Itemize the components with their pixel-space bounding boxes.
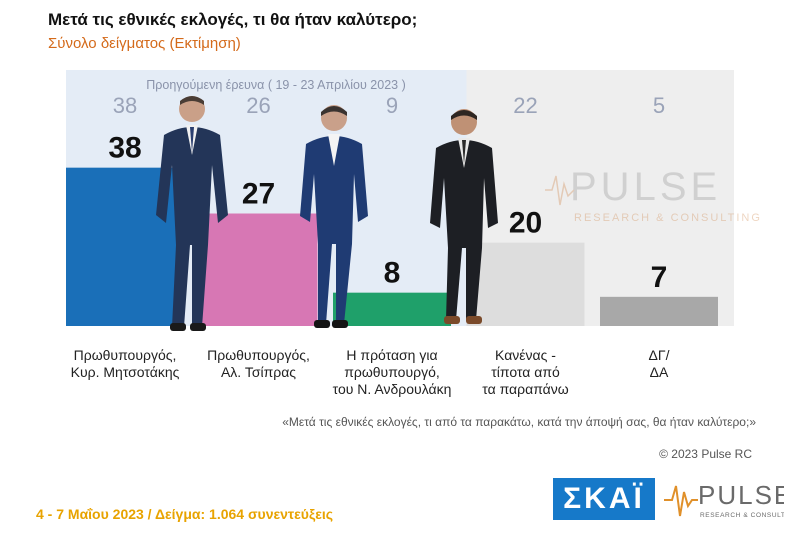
category-label: Κανένας - τίποτα από τα παραπάνω [461,347,591,398]
watermark-pulse-line-icon [545,175,575,206]
category-label-line: πρωθυπουργό, [344,364,440,380]
category-label-line: ΔΑ [649,364,669,380]
category-label-line: Κυρ. Μητσοτάκης [70,364,180,380]
previous-value-label: 26 [246,93,270,118]
category-label-line: Πρωθυπουργός, [207,347,310,363]
category-label-line: Αλ. Τσίπρας [220,364,297,380]
pulse-watermark: PULSE RESEARCH & CONSULTING [545,165,762,224]
category-label-line: ΔΓ/ [648,347,670,363]
pulse-line-icon [664,485,698,517]
survey-question: «Μετά τις εθνικές εκλογές, τι από τα παρ… [282,415,756,429]
chart-subtitle: Σύνολο δείγματος (Εκτίμηση) [48,35,241,52]
watermark-tagline: RESEARCH & CONSULTING [574,212,762,224]
watermark-pulse-text: PULSE [570,165,721,209]
category-label-line: του Ν. Ανδρουλάκη [332,381,452,397]
pulse-logo-tagline: RESEARCH & CONSULTING [700,512,784,519]
category-label: Πρωθυπουργός, Κυρ. Μητσοτάκης [60,347,190,381]
politician-figures [156,96,498,331]
category-label-line: τα παραπάνω [482,381,569,397]
person-figure-icon [300,105,368,328]
category-label-line: τίποτα από [491,364,560,380]
previous-panel [600,70,734,326]
value-label: 38 [108,132,141,165]
category-label-line: Κανένας - [495,347,556,363]
value-label: 8 [384,257,401,290]
bar [199,213,318,326]
person-figure-icon [430,109,498,324]
previous-value-label: 38 [113,93,137,118]
skai-logo: ΣΚΑΪ [553,478,655,520]
category-label-line: Πρωθυπουργός, [73,347,177,363]
person-figure-icon [156,96,228,331]
value-label: 20 [509,207,542,240]
category-label: Η πρόταση για πρωθυπουργό, του Ν. Ανδρουλά… [327,347,457,398]
bar [600,296,718,326]
category-label: ΔΓ/ΔΑ [594,347,724,381]
pulse-logo-text: PULSE [698,480,784,510]
value-label: 27 [242,178,275,211]
previous-value-label: 22 [513,93,537,118]
previous-survey-caption: Προηγούμενη έρευνα ( 19 - 23 Απριλίου 20… [146,78,406,92]
value-label: 7 [651,261,668,294]
survey-footer: 4 - 7 Μαΐου 2023 / Δείγμα: 1.064 συνεντε… [36,506,334,522]
bar [333,292,451,326]
copyright-notice: © 2023 Pulse RC [659,447,752,461]
previous-panel [333,70,467,326]
category-label-line: Η πρόταση για [346,347,438,363]
previous-value-label: 9 [386,93,398,118]
category-label: Πρωθυπουργός, Αλ. Τσίπρας [194,347,324,381]
bar [466,242,585,326]
chart-title: Μετά τις εθνικές εκλογές, τι θα ήταν καλ… [48,10,418,29]
pulse-logo: PULSE RESEARCH & CONSULTING [664,480,784,519]
previous-value-label: 5 [653,93,665,118]
